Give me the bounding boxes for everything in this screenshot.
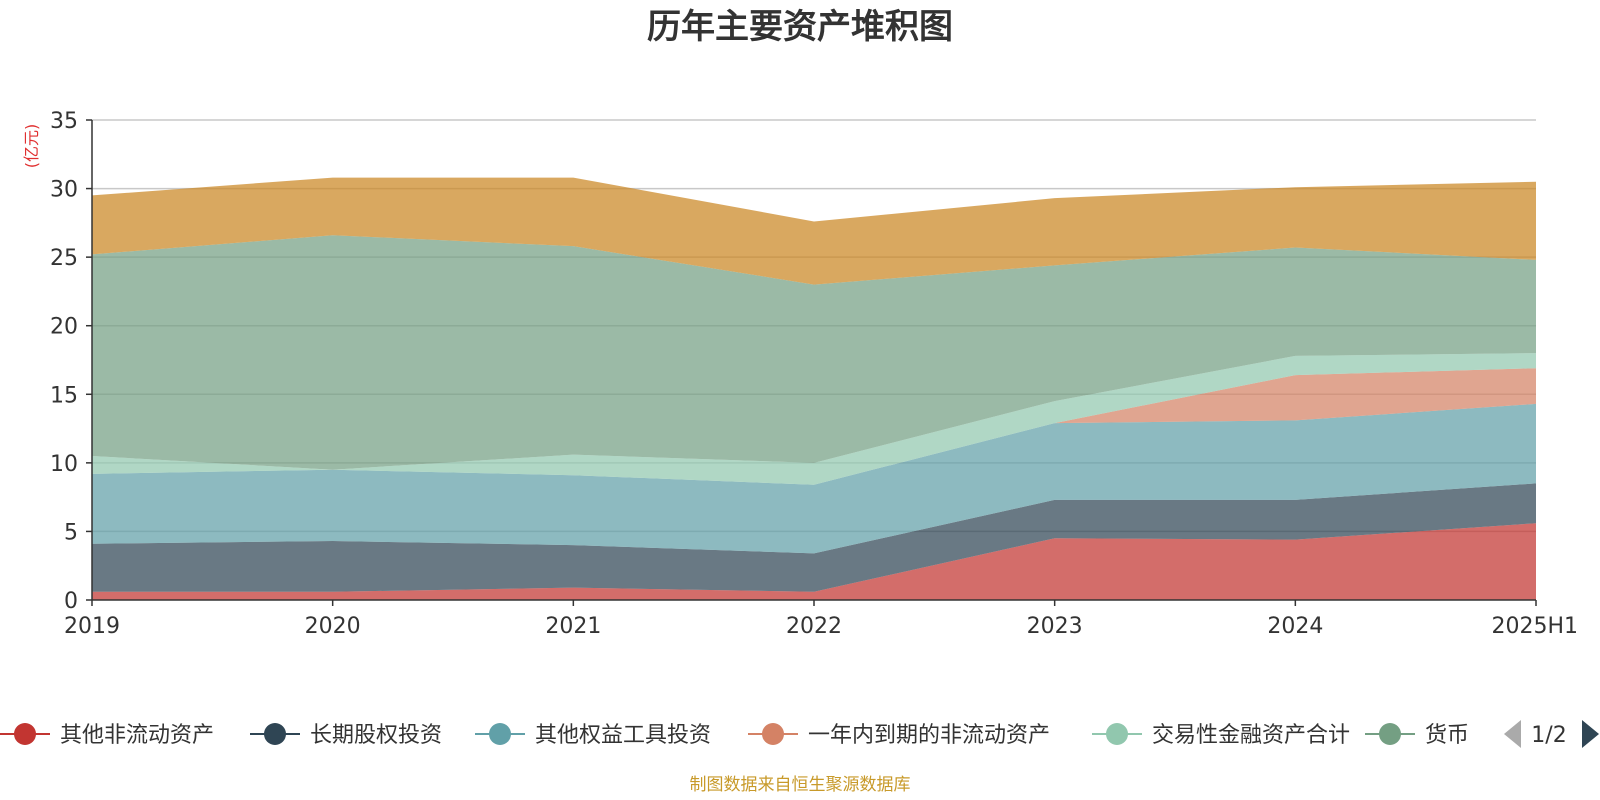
y-tick-label: 10	[50, 452, 78, 477]
legend-item-5[interactable]: 货币	[1365, 723, 1469, 748]
legend-circle-icon	[1379, 723, 1401, 745]
area-series-6	[92, 177, 1536, 285]
area-series-4	[92, 353, 1536, 485]
triangle-left-icon[interactable]	[1504, 720, 1521, 748]
y-tick-label: 35	[50, 109, 78, 134]
legend-item-2[interactable]: 其他权益工具投资	[475, 723, 711, 748]
legend-circle-icon	[762, 723, 784, 745]
y-tick-label: 0	[64, 589, 78, 614]
axes: 0 5 10 15 20 25 30 35 2019 2020 2021 2022 2023 2024 20…	[50, 109, 1578, 639]
y-tick-label: 5	[64, 520, 78, 545]
legend-item-0[interactable]: 其他非流动资产	[0, 723, 214, 748]
area-series-0	[92, 523, 1536, 600]
area-series-group	[92, 177, 1536, 600]
x-tick-label: 2021	[545, 614, 601, 639]
y-axis-unit-label: (亿元)	[22, 124, 41, 169]
x-tick-label: 2020	[305, 614, 361, 639]
area-series-2	[92, 403, 1536, 554]
area-series-1	[92, 483, 1536, 592]
legend-circle-icon	[264, 723, 286, 745]
legend-label: 一年内到期的非流动资产	[808, 723, 1050, 748]
x-tick-label: 2023	[1027, 614, 1083, 639]
legend-label: 货币	[1425, 723, 1469, 748]
legend-circle-icon	[489, 723, 511, 745]
y-tick-label: 30	[50, 178, 78, 203]
legend-circle-icon	[1106, 723, 1128, 745]
triangle-right-icon[interactable]	[1582, 720, 1599, 748]
y-tick-label: 20	[50, 315, 78, 340]
legend-label: 其他非流动资产	[60, 723, 214, 748]
source-note: 制图数据来自恒生聚源数据库	[690, 775, 911, 795]
y-tick-label: 15	[50, 383, 78, 408]
legend-items: 其他非流动资产 长期股权投资 其他权益工具投资 一年内到期的非流动资产 交易性金融资产合…	[0, 723, 1469, 748]
area-series-5	[92, 235, 1536, 470]
legend: 其他非流动资产 长期股权投资 其他权益工具投资 一年内到期的非流动资产 交易性金融资产合…	[0, 720, 1599, 748]
x-tick-label: 2024	[1267, 614, 1323, 639]
legend-item-3[interactable]: 一年内到期的非流动资产	[748, 723, 1050, 748]
legend-circle-icon	[14, 723, 36, 745]
legend-label: 其他权益工具投资	[535, 723, 711, 748]
x-tick-label: 2019	[64, 614, 120, 639]
legend-page-indicator: 1/2	[1531, 723, 1566, 748]
legend-item-1[interactable]: 长期股权投资	[250, 723, 442, 748]
legend-label: 交易性金融资产合计	[1152, 723, 1350, 748]
x-tick-label: 2025H1	[1491, 614, 1578, 639]
y-tick-label: 25	[50, 246, 78, 271]
chart-title: 历年主要资产堆积图	[647, 7, 953, 47]
area-series-3	[92, 368, 1536, 485]
x-tick-label: 2022	[786, 614, 842, 639]
legend-item-4[interactable]: 交易性金融资产合计	[1092, 723, 1350, 748]
legend-label: 长期股权投资	[310, 723, 442, 748]
